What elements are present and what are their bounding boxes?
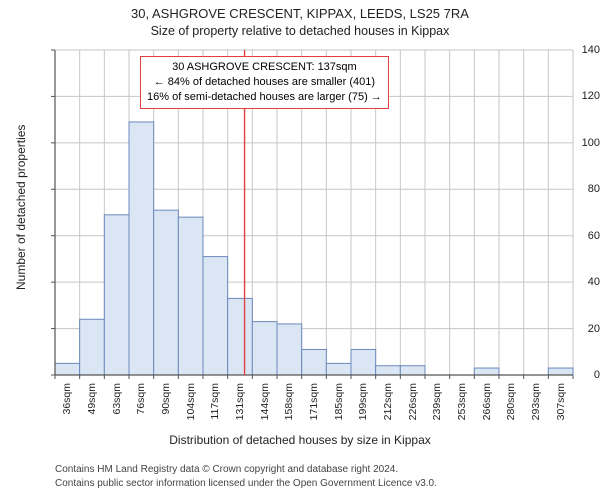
x-tick-label: 49sqm xyxy=(86,383,98,415)
y-tick-label: 60 xyxy=(553,230,600,242)
histogram-bar xyxy=(326,363,351,375)
x-tick-label: 36sqm xyxy=(61,383,73,415)
footer-line2: Contains public sector information licen… xyxy=(55,477,437,491)
annotation-box: 30 ASHGROVE CRESCENT: 137sqm ← 84% of de… xyxy=(140,56,389,109)
y-tick-label: 140 xyxy=(553,44,600,56)
y-tick-label: 20 xyxy=(553,323,600,335)
y-tick-label: 80 xyxy=(553,183,600,195)
x-tick-label: 117sqm xyxy=(209,383,221,420)
footer-line1: Contains HM Land Registry data © Crown c… xyxy=(55,463,437,477)
x-tick-label: 212sqm xyxy=(382,383,394,420)
histogram-bar xyxy=(277,324,302,375)
histogram-bar xyxy=(129,122,154,375)
annotation-line1: 30 ASHGROVE CRESCENT: 137sqm xyxy=(147,60,382,75)
x-tick-label: 171sqm xyxy=(308,383,320,420)
histogram-bar xyxy=(80,319,105,375)
x-tick-label: 185sqm xyxy=(333,383,345,420)
y-tick-label: 40 xyxy=(553,276,600,288)
x-tick-label: 253sqm xyxy=(456,383,468,420)
histogram-bar xyxy=(400,366,425,375)
x-tick-label: 239sqm xyxy=(431,383,443,420)
histogram-bar xyxy=(351,349,376,375)
y-tick-label: 0 xyxy=(553,369,600,381)
x-tick-label: 307sqm xyxy=(555,383,567,420)
annotation-line2: ← 84% of detached houses are smaller (40… xyxy=(147,75,382,90)
histogram-bar xyxy=(203,257,228,375)
x-tick-label: 144sqm xyxy=(259,383,271,420)
annotation-line3: 16% of semi-detached houses are larger (… xyxy=(147,90,382,105)
x-tick-label: 293sqm xyxy=(530,383,542,420)
histogram-bar xyxy=(474,368,499,375)
histogram-bar xyxy=(302,349,327,375)
x-tick-label: 280sqm xyxy=(505,383,517,420)
y-tick-label: 120 xyxy=(553,90,600,102)
x-tick-label: 90sqm xyxy=(160,383,172,415)
histogram-bar xyxy=(104,215,129,375)
footer: Contains HM Land Registry data © Crown c… xyxy=(55,463,437,490)
y-tick-label: 100 xyxy=(553,137,600,149)
histogram-bar xyxy=(376,366,401,375)
histogram-bar xyxy=(55,363,80,375)
x-tick-label: 104sqm xyxy=(185,383,197,420)
x-axis-label: Distribution of detached houses by size … xyxy=(0,433,600,447)
x-tick-label: 226sqm xyxy=(407,383,419,420)
histogram-bar xyxy=(252,322,277,375)
x-tick-label: 266sqm xyxy=(481,383,493,420)
x-tick-label: 199sqm xyxy=(357,383,369,420)
x-tick-label: 158sqm xyxy=(283,383,295,420)
x-tick-label: 131sqm xyxy=(234,383,246,420)
x-tick-label: 63sqm xyxy=(111,383,123,415)
histogram-bar xyxy=(228,298,253,375)
histogram-bar xyxy=(178,217,203,375)
histogram-bar xyxy=(154,210,179,375)
x-tick-label: 76sqm xyxy=(135,383,147,415)
